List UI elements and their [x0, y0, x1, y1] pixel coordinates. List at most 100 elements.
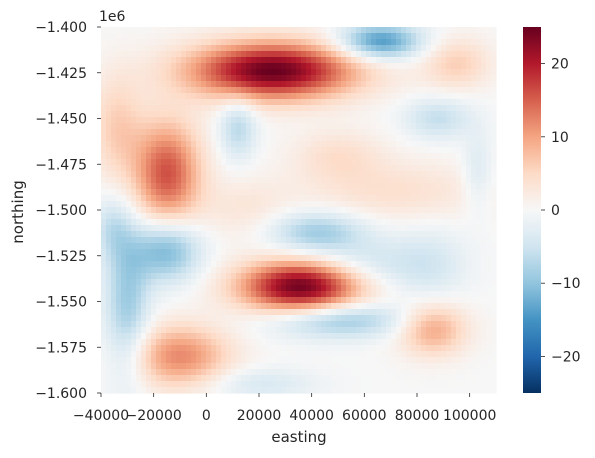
heatmap-cell — [441, 57, 447, 64]
heatmap-cell — [216, 105, 222, 112]
heatmap-cell — [421, 339, 427, 346]
heatmap-cell — [216, 33, 222, 40]
heatmap-cell — [286, 177, 292, 184]
heatmap-cell — [456, 105, 462, 112]
heatmap-cell — [451, 303, 457, 310]
heatmap-cell — [201, 303, 207, 310]
heatmap-cell — [126, 327, 132, 334]
heatmap-cell — [481, 93, 487, 100]
heatmap-cell — [166, 213, 172, 220]
heatmap-cell — [131, 201, 137, 208]
heatmap-cell — [286, 93, 292, 100]
heatmap-cell — [331, 225, 337, 232]
heatmap-cell — [341, 339, 347, 346]
heatmap-cell — [381, 303, 387, 310]
heatmap-cell — [481, 363, 487, 370]
heatmap-cell — [181, 249, 187, 256]
heatmap-cell — [326, 171, 332, 178]
heatmap-cell — [111, 69, 117, 76]
heatmap-cell — [461, 177, 467, 184]
heatmap-cell — [251, 141, 257, 148]
heatmap-cell — [136, 309, 142, 316]
heatmap-cell — [441, 129, 447, 136]
heatmap-cell — [101, 333, 107, 340]
heatmap-cell — [471, 153, 477, 160]
heatmap-cell — [476, 63, 482, 70]
heatmap-cell — [296, 75, 302, 82]
heatmap-cell — [261, 189, 267, 196]
heatmap-cell — [201, 27, 207, 34]
heatmap-cell — [131, 195, 137, 202]
heatmap-cell — [156, 321, 162, 328]
heatmap-cell — [466, 45, 472, 52]
heatmap-cell — [106, 69, 112, 76]
heatmap-cell — [451, 63, 457, 70]
heatmap-cell — [406, 135, 412, 142]
heatmap-cell — [181, 165, 187, 172]
heatmap-cell — [436, 165, 442, 172]
heatmap-cell — [261, 381, 267, 388]
heatmap-cell — [196, 99, 202, 106]
heatmap-cell — [276, 153, 282, 160]
heatmap-cell — [436, 183, 442, 190]
heatmap-cell — [126, 237, 132, 244]
heatmap-cell — [346, 327, 352, 334]
heatmap-cell — [436, 309, 442, 316]
heatmap-cell — [266, 243, 272, 250]
heatmap-cell — [241, 93, 247, 100]
heatmap-cell — [136, 267, 142, 274]
heatmap-cell — [186, 333, 192, 340]
heatmap-cell — [111, 261, 117, 268]
heatmap-cell — [401, 117, 407, 124]
heatmap-cell — [241, 99, 247, 106]
heatmap-cell — [311, 45, 317, 52]
heatmap-cell — [386, 357, 392, 364]
heatmap-cell — [441, 339, 447, 346]
heatmap-cell — [231, 63, 237, 70]
heatmap-cell — [271, 99, 277, 106]
heatmap-cell — [141, 123, 147, 130]
heatmap-cell — [141, 381, 147, 388]
heatmap-cell — [206, 117, 212, 124]
heatmap-cell — [141, 231, 147, 238]
heatmap-cell — [186, 369, 192, 376]
heatmap-cell — [441, 285, 447, 292]
heatmap-cell — [126, 369, 132, 376]
heatmap-cell — [126, 81, 132, 88]
heatmap-cell — [201, 69, 207, 76]
heatmap-cell — [281, 39, 287, 46]
heatmap-cell — [456, 57, 462, 64]
heatmap-cell — [186, 315, 192, 322]
heatmap-cell — [446, 357, 452, 364]
heatmap-cell — [226, 237, 232, 244]
heatmap-cell — [356, 165, 362, 172]
heatmap-cell — [241, 63, 247, 70]
heatmap-cell — [151, 285, 157, 292]
heatmap-cell — [201, 93, 207, 100]
heatmap-cell — [376, 141, 382, 148]
heatmap-cell — [321, 207, 327, 214]
heatmap-cell — [136, 291, 142, 298]
heatmap-cell — [366, 45, 372, 52]
heatmap-cell — [266, 93, 272, 100]
heatmap-cell — [491, 207, 497, 214]
heatmap-cell — [116, 297, 122, 304]
heatmap-cell — [151, 117, 157, 124]
heatmap-cell — [296, 27, 302, 34]
heatmap-cell — [251, 375, 257, 382]
heatmap-cell — [351, 369, 357, 376]
heatmap-cell — [281, 357, 287, 364]
heatmap-cell — [471, 273, 477, 280]
heatmap-cell — [246, 195, 252, 202]
heatmap-cell — [336, 177, 342, 184]
heatmap-cell — [181, 57, 187, 64]
heatmap-cell — [426, 243, 432, 250]
heatmap-cell — [421, 99, 427, 106]
heatmap-cell — [231, 105, 237, 112]
heatmap-cell — [191, 369, 197, 376]
heatmap-cell — [126, 27, 132, 34]
heatmap-cell — [136, 93, 142, 100]
heatmap-cell — [301, 63, 307, 70]
heatmap-cell — [486, 93, 492, 100]
heatmap-cell — [316, 237, 322, 244]
